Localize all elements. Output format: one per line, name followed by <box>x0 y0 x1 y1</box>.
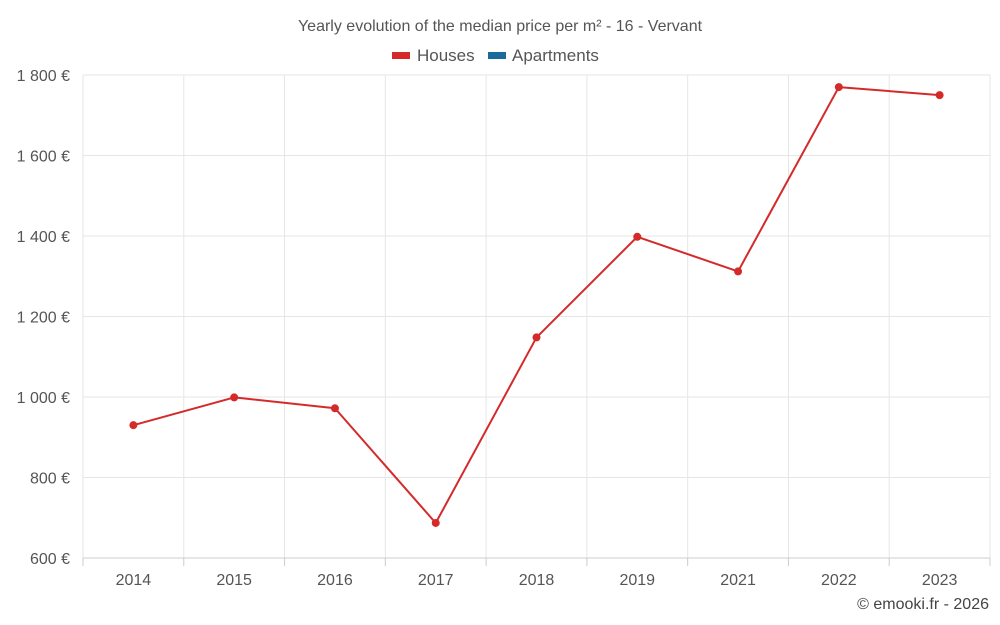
x-tick-label: 2017 <box>418 572 454 589</box>
axes: 600 € 800 € 1 000 € 1 200 € 1 400 € 1 600 € 1 … <box>17 68 991 589</box>
data-point[interactable] <box>935 91 944 100</box>
x-tick-label: 2016 <box>317 572 353 589</box>
y-tick-label: 1 400 € <box>17 229 70 246</box>
y-tick-label: 1 200 € <box>17 310 70 327</box>
x-tick-label: 2022 <box>821 572 857 589</box>
series <box>129 83 944 527</box>
data-point[interactable] <box>633 232 642 241</box>
legend-label-houses[interactable]: Houses <box>417 46 475 65</box>
legend-swatch-houses[interactable] <box>392 52 410 59</box>
y-tick-label: 1 000 € <box>17 390 70 407</box>
x-tick-label: 2021 <box>720 572 756 589</box>
data-point[interactable] <box>834 83 843 92</box>
legend-swatch-apartments[interactable] <box>488 52 506 59</box>
legend: Houses Apartments <box>392 46 599 65</box>
data-point[interactable] <box>532 333 541 342</box>
grid <box>82 74 991 558</box>
x-tick-label: 2018 <box>519 572 555 589</box>
y-tick-label: 600 € <box>30 551 70 568</box>
data-point[interactable] <box>734 267 743 276</box>
x-tick-label: 2015 <box>216 572 252 589</box>
x-tick-label: 2023 <box>922 572 958 589</box>
data-point[interactable] <box>431 518 440 527</box>
x-tick-label: 2014 <box>116 572 152 589</box>
legend-label-apartments[interactable]: Apartments <box>512 46 599 65</box>
data-point[interactable] <box>330 404 339 413</box>
y-tick-label: 1 600 € <box>17 149 70 166</box>
data-point[interactable] <box>129 421 138 430</box>
data-point[interactable] <box>230 393 239 402</box>
credit-text: © emooki.fr - 2026 <box>857 596 989 613</box>
y-tick-label: 800 € <box>30 471 70 488</box>
y-tick-label: 1 800 € <box>17 68 70 85</box>
chart-title: Yearly evolution of the median price per… <box>298 18 703 35</box>
x-tick-label: 2019 <box>619 572 655 589</box>
series-line-houses <box>133 86 940 524</box>
